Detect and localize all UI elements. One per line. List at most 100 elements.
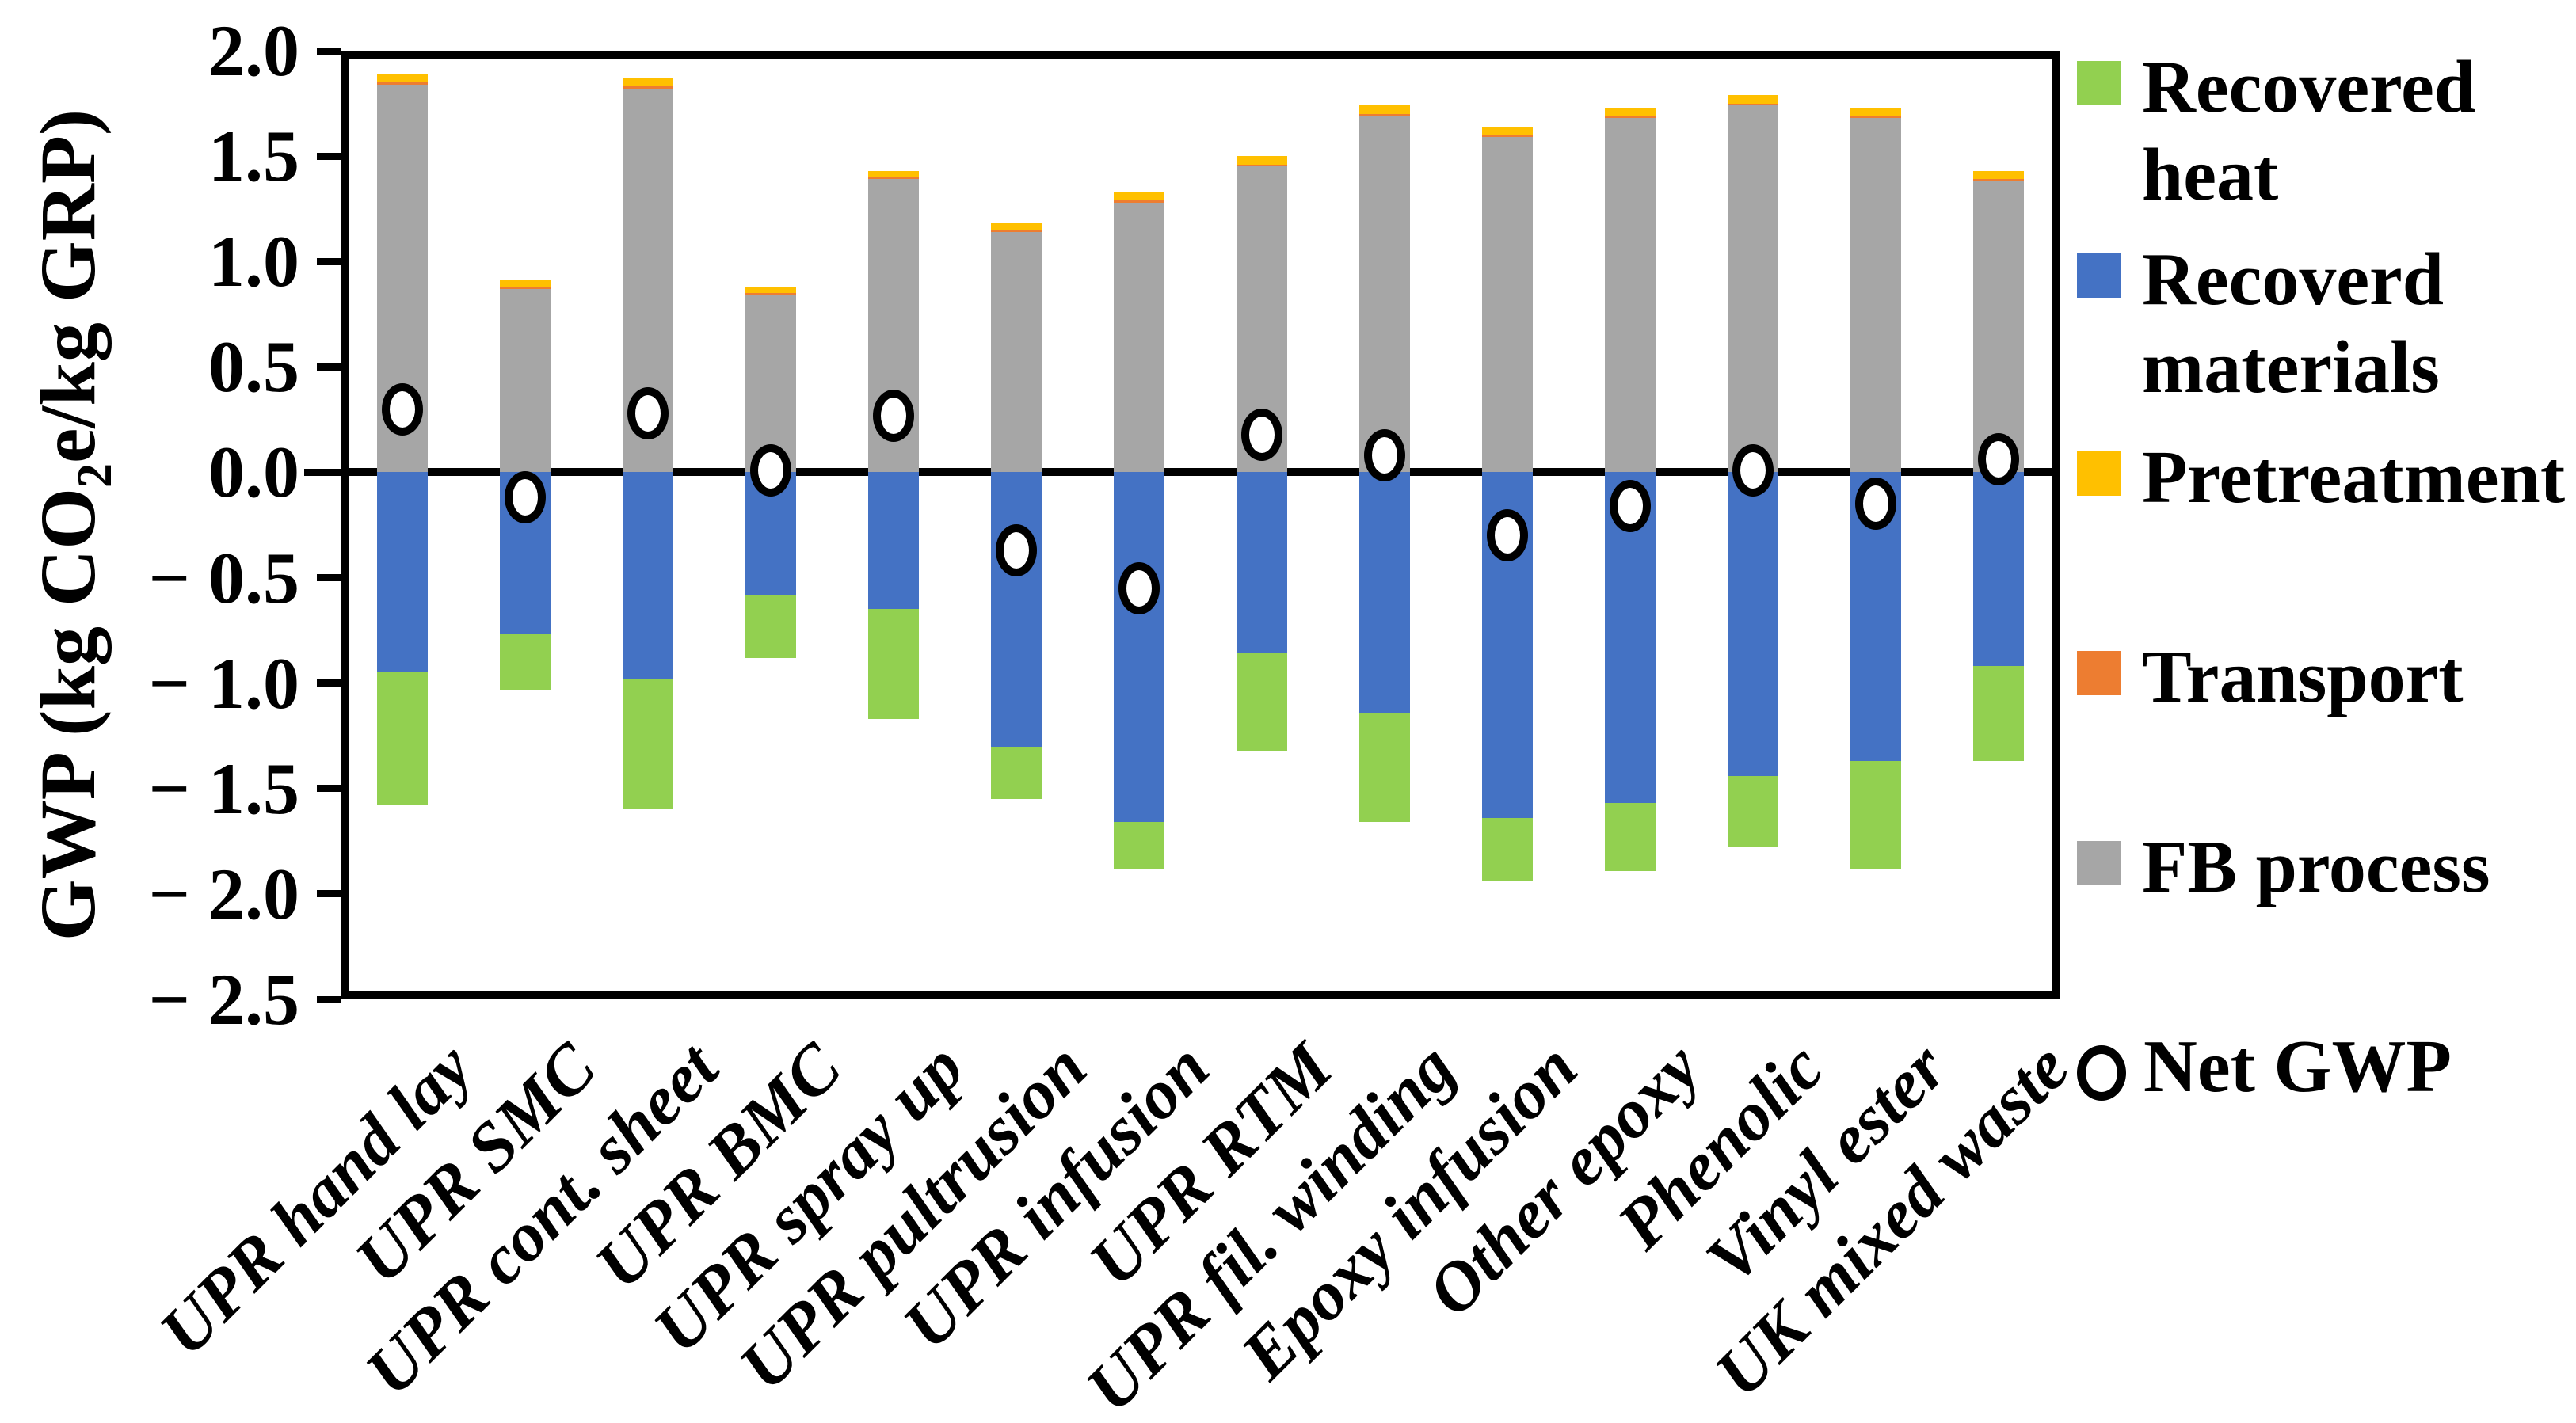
bar-segment-fb-process-11 <box>1604 118 1656 473</box>
y-tick-mark <box>317 679 341 687</box>
bar-segment-recoverd-materials-9 <box>1358 472 1410 713</box>
y-tick-label: 0.0 <box>208 432 299 513</box>
legend-item-net-gwp: Net GWP <box>2077 1023 2568 1111</box>
legend-item-label: Net GWP <box>2143 1025 2452 1108</box>
y-axis-title-subscript: 2 <box>68 462 122 488</box>
bar-segment-transport-14 <box>1972 179 2024 182</box>
bar-segment-recovered-heat-10 <box>1481 818 1533 881</box>
y-axis-title-post: e/kg GRP) <box>24 108 112 463</box>
legend-item-label: Recoverd materials <box>2142 238 2445 409</box>
bar-segment-pretreatment-3 <box>622 78 673 87</box>
bar-segment-pretreatment-2 <box>499 280 551 287</box>
bar-segment-transport-11 <box>1604 116 1656 119</box>
bar-segment-recovered-heat-12 <box>1727 775 1778 848</box>
bar-segment-fb-process-12 <box>1727 105 1778 473</box>
bar-segment-transport-10 <box>1481 135 1533 138</box>
net-gwp-marker-10 <box>1486 509 1528 562</box>
legend-item-label: FB process <box>2142 826 2490 908</box>
legend-color-swatch-icon <box>2077 651 2121 695</box>
bar-segment-recovered-heat-2 <box>499 634 551 690</box>
bar-segment-transport-8 <box>1236 164 1287 167</box>
y-tick-label: − 1.5 <box>148 748 299 829</box>
bar-segment-recovered-heat-14 <box>1972 666 2024 762</box>
y-tick-mark <box>317 257 341 265</box>
bar-segment-recovered-heat-7 <box>1113 822 1164 869</box>
bar-segment-pretreatment-4 <box>745 287 796 294</box>
zero-baseline <box>341 468 2060 477</box>
legend-item-recoverd-materials: Recoverd materials <box>2077 236 2568 412</box>
y-axis-title-pre: GWP (kg CO <box>24 487 112 942</box>
net-gwp-legend-circle-icon <box>2077 1045 2126 1101</box>
y-tick-label: − 0.5 <box>148 537 299 618</box>
bar-segment-pretreatment-11 <box>1604 107 1656 116</box>
y-tick-label: 1.0 <box>208 221 299 302</box>
y-tick-label: 2.0 <box>208 10 299 91</box>
bar-segment-pretreatment-8 <box>1236 156 1287 165</box>
legend-item-recovered-heat: Recovered heat <box>2077 44 2568 219</box>
y-tick-mark <box>317 152 341 160</box>
net-gwp-marker-1 <box>381 382 423 436</box>
legend-item-label: Transport <box>2142 636 2464 718</box>
y-tick-label: − 2.5 <box>148 959 299 1040</box>
bar-segment-recovered-heat-11 <box>1604 803 1656 871</box>
bar-segment-fb-process-4 <box>745 295 796 473</box>
bar-segment-fb-process-10 <box>1481 137 1533 473</box>
bar-segment-transport-4 <box>745 293 796 295</box>
net-gwp-marker-2 <box>504 471 546 524</box>
y-tick-mark <box>317 363 341 371</box>
bar-segment-transport-3 <box>622 86 673 89</box>
legend-item-transport: Transport <box>2077 634 2568 721</box>
bar-segment-transport-12 <box>1727 103 1778 106</box>
net-gwp-marker-3 <box>627 386 669 439</box>
y-tick-mark <box>317 47 341 55</box>
bar-segment-pretreatment-5 <box>867 170 919 177</box>
net-gwp-marker-7 <box>1118 561 1160 614</box>
y-tick-mark <box>317 995 341 1003</box>
y-tick-mark <box>317 574 341 582</box>
bar-segment-recovered-heat-1 <box>376 672 428 806</box>
net-gwp-marker-11 <box>1609 480 1651 533</box>
net-gwp-marker-13 <box>1854 478 1896 531</box>
y-tick-mark <box>317 785 341 793</box>
bar-segment-recoverd-materials-8 <box>1236 472 1287 654</box>
legend-color-swatch-icon <box>2077 451 2121 496</box>
bar-segment-recovered-heat-3 <box>622 679 673 810</box>
y-tick-label: 1.5 <box>208 116 299 197</box>
y-tick-label: − 1.0 <box>148 642 299 724</box>
bar-segment-pretreatment-12 <box>1727 94 1778 104</box>
bar-segment-recoverd-materials-5 <box>867 472 919 610</box>
legend-item-label: Recovered heat <box>2142 46 2476 216</box>
bar-segment-transport-2 <box>499 287 551 289</box>
bar-segment-fb-process-6 <box>990 231 1042 473</box>
bar-segment-recovered-heat-6 <box>990 746 1042 800</box>
bar-segment-pretreatment-10 <box>1481 126 1533 135</box>
bar-segment-transport-7 <box>1113 200 1164 203</box>
net-gwp-marker-14 <box>1977 433 2019 486</box>
legend-item-label: Pretreatment <box>2142 436 2566 519</box>
bar-segment-transport-5 <box>867 177 919 180</box>
bar-segment-pretreatment-1 <box>376 74 428 82</box>
y-axis-title: GWP (kg CO2e/kg GRP) <box>22 109 124 941</box>
bar-segment-recoverd-materials-1 <box>376 472 428 673</box>
net-gwp-marker-9 <box>1363 429 1405 482</box>
bar-segment-transport-13 <box>1850 116 1901 119</box>
bar-segment-transport-9 <box>1358 113 1410 116</box>
legend-color-swatch-icon <box>2077 841 2121 885</box>
y-tick-mark <box>304 468 341 476</box>
bar-segment-fb-process-2 <box>499 288 551 473</box>
bar-segment-recoverd-materials-14 <box>1972 472 2024 667</box>
plot-area-frame <box>341 51 2060 999</box>
bar-segment-pretreatment-13 <box>1850 107 1901 116</box>
bar-segment-recoverd-materials-7 <box>1113 472 1164 823</box>
bar-segment-recovered-heat-9 <box>1358 712 1410 823</box>
y-tick-label: − 2.0 <box>148 853 299 934</box>
bar-segment-pretreatment-7 <box>1113 192 1164 200</box>
bar-segment-fb-process-14 <box>1972 181 2024 473</box>
net-gwp-marker-6 <box>995 523 1037 576</box>
bar-segment-recoverd-materials-3 <box>622 472 673 679</box>
bar-segment-recovered-heat-13 <box>1850 761 1901 869</box>
y-tick-mark <box>317 890 341 898</box>
bar-segment-fb-process-13 <box>1850 118 1901 473</box>
net-gwp-marker-12 <box>1732 443 1774 497</box>
